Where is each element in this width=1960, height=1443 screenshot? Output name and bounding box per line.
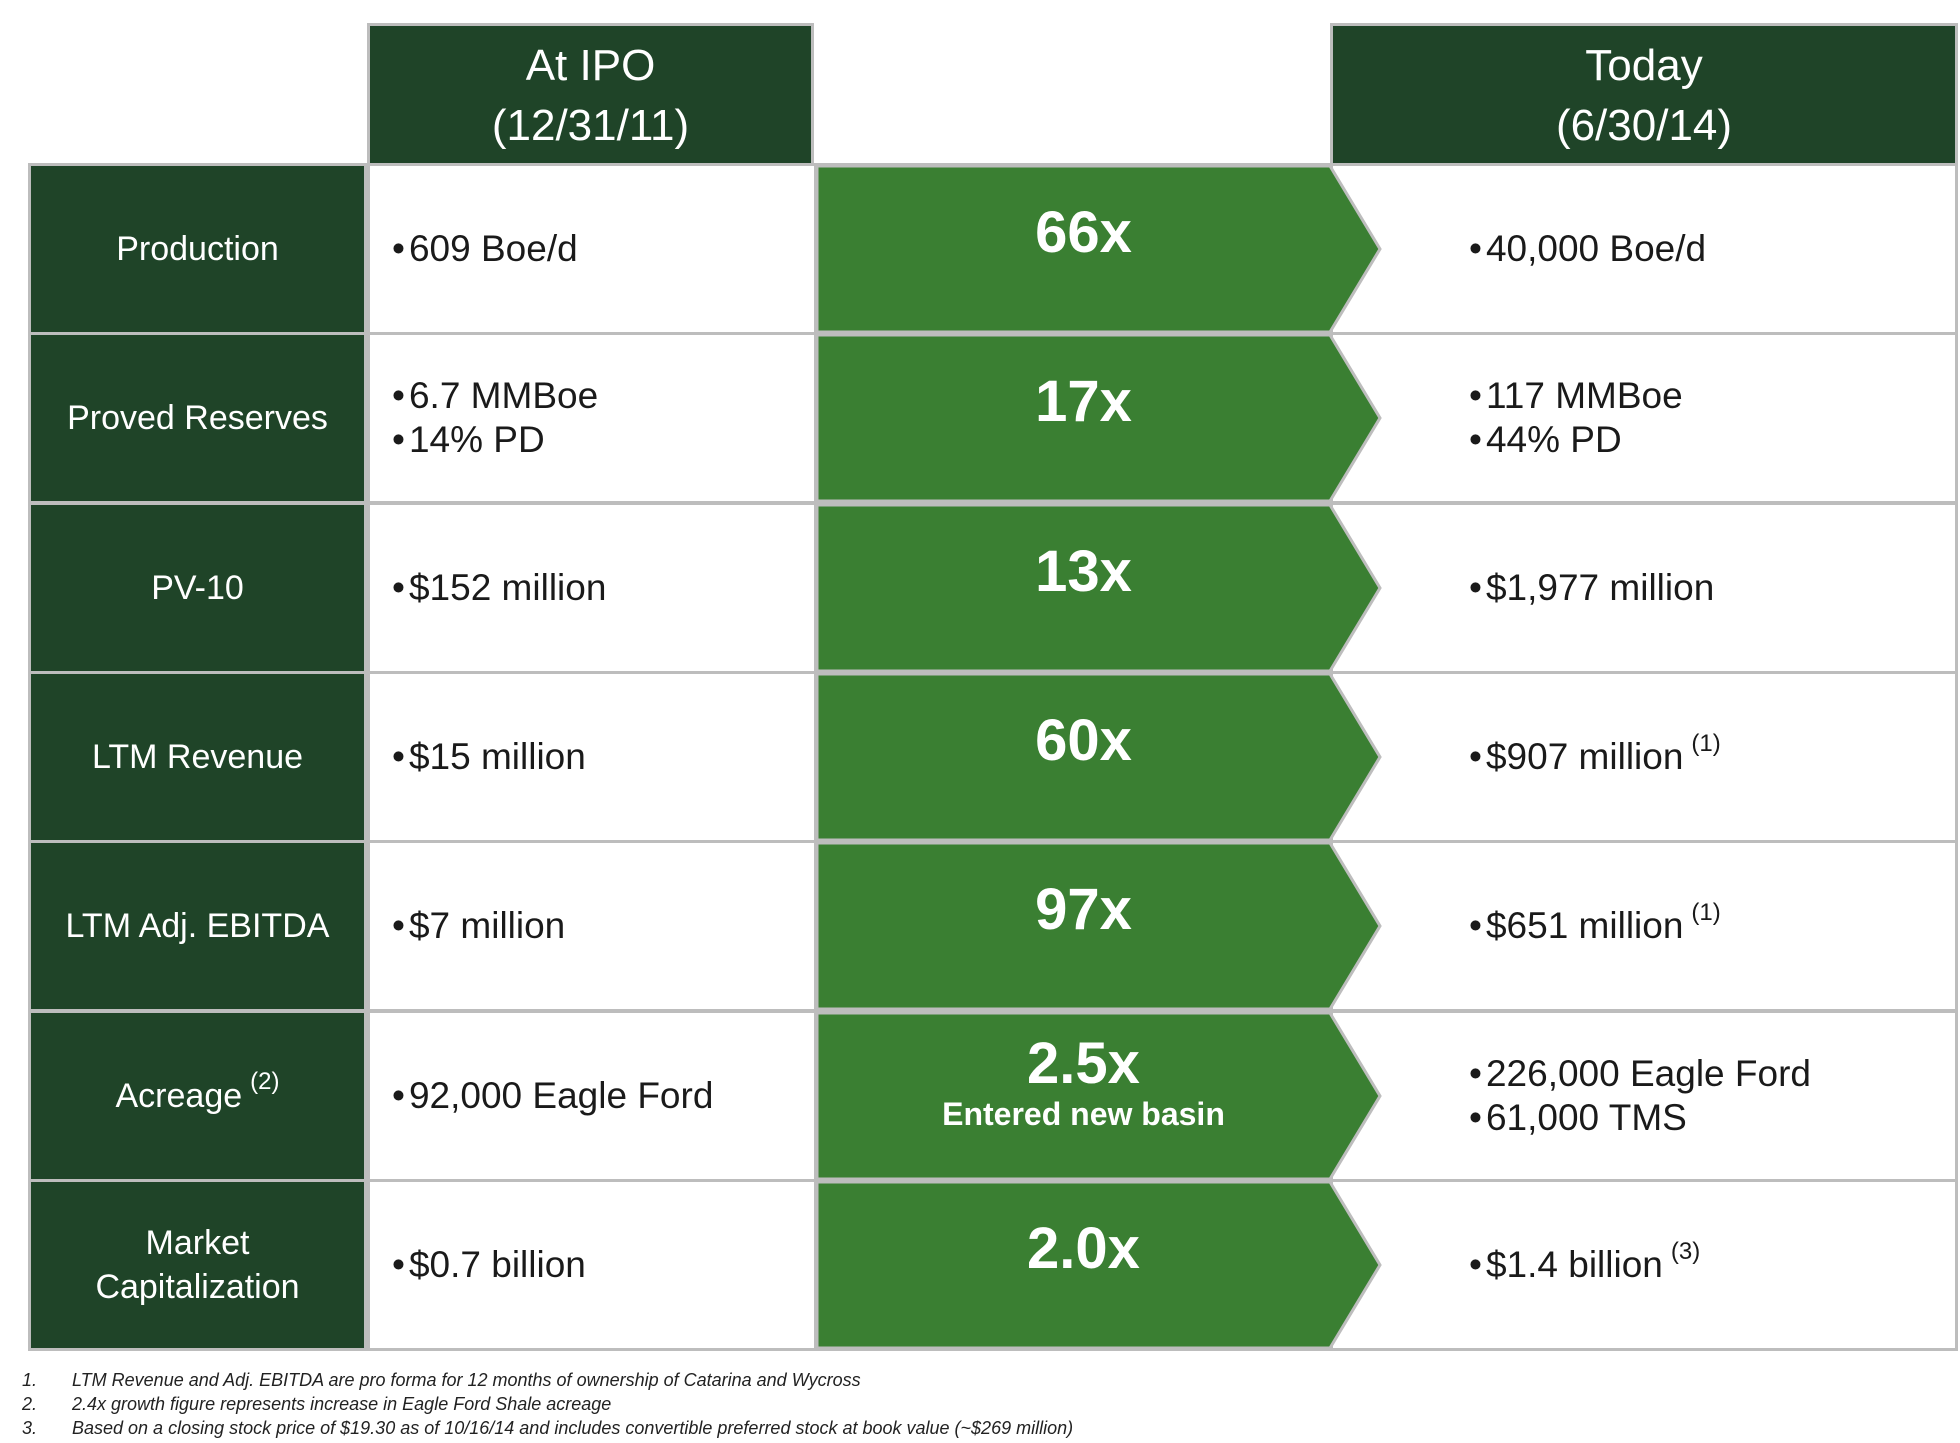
bullet-item: $651 million(1) — [1469, 901, 1955, 948]
growth-multiple: 2.0x — [1027, 1216, 1140, 1281]
bullet-item: 14% PD — [392, 418, 814, 462]
footnote: 2. 2.4x growth figure represents increase… — [22, 1394, 612, 1414]
bullet-item: 226,000 Eagle Ford — [1469, 1052, 1955, 1096]
row-label: LTM Adj. EBITDA — [31, 843, 364, 1009]
row-label: Acreage (2) — [31, 1013, 364, 1179]
footnote: 3. Based on a closing stock price of $19.… — [22, 1418, 1074, 1438]
row-today-value: $1.4 billion(3) — [1333, 1182, 1955, 1348]
row-label: PV-10 — [31, 505, 364, 671]
row-label: Production — [31, 166, 364, 332]
growth-arrow — [815, 672, 1382, 842]
bullet-item: 61,000 TMS — [1469, 1096, 1955, 1140]
row-at-ipo-value: 6.7 MMBoe14% PD — [370, 335, 814, 501]
row-today-value: 117 MMBoe44% PD — [1333, 335, 1955, 501]
header-today-title: Today — [1585, 40, 1703, 90]
growth-multiple: 66x — [1035, 200, 1132, 265]
growth-arrow — [815, 503, 1382, 673]
header-at-ipo: At IPO (12/31/11) — [367, 23, 814, 168]
growth-multiple: 13x — [1035, 539, 1132, 604]
growth-arrow — [815, 164, 1382, 334]
header-today-date: (6/30/14) — [1555, 100, 1733, 150]
row-at-ipo-value: $0.7 billion — [370, 1182, 814, 1348]
bullet-item: $907 million(1) — [1469, 732, 1955, 779]
growth-multiple: 17x — [1035, 369, 1132, 434]
growth-arrow — [815, 1011, 1382, 1181]
bullet-item: $1.4 billion(3) — [1469, 1240, 1955, 1287]
row-today-value: $1,977 million — [1333, 505, 1955, 671]
row-at-ipo-value: $7 million — [370, 843, 814, 1009]
bullet-item: 6.7 MMBoe — [392, 374, 814, 418]
bullet-item: $1,977 million — [1469, 566, 1955, 610]
row-label: LTM Revenue — [31, 674, 364, 840]
row-today-value: $651 million(1) — [1333, 843, 1955, 1009]
growth-arrow — [815, 333, 1382, 503]
row-today-value: 226,000 Eagle Ford61,000 TMS — [1333, 1013, 1955, 1179]
bullet-item: 609 Boe/d — [392, 227, 814, 271]
bullet-item: $15 million — [392, 735, 814, 779]
header-today: Today (6/30/14) — [1330, 23, 1958, 168]
footnotes: 1. LTM Revenue and Adj. EBITDA are pro fo… — [22, 1368, 1073, 1440]
bullet-item: 92,000 Eagle Ford — [392, 1074, 814, 1118]
growth-multiple: 97x — [1035, 877, 1132, 942]
bullet-item: 40,000 Boe/d — [1469, 227, 1955, 271]
row-at-ipo-value: 92,000 Eagle Ford — [370, 1013, 814, 1179]
header-at-ipo-title: At IPO — [525, 40, 656, 90]
growth-arrow — [815, 841, 1382, 1011]
growth-multiple: 60x — [1035, 708, 1132, 773]
bullet-item: $7 million — [392, 904, 814, 948]
row-today-value: $907 million(1) — [1333, 674, 1955, 840]
row-at-ipo-value: $152 million — [370, 505, 814, 671]
row-at-ipo-value: 609 Boe/d — [370, 166, 814, 332]
row-at-ipo-value: $15 million — [370, 674, 814, 840]
row-label: Proved Reserves — [31, 335, 364, 501]
growth-multiple: 2.5x Entered new basin — [942, 1031, 1225, 1133]
bullet-item: 44% PD — [1469, 418, 1955, 462]
bullet-item: 117 MMBoe — [1469, 374, 1955, 418]
row-label: Market Capitalization — [31, 1182, 364, 1348]
row-today-value: 40,000 Boe/d — [1333, 166, 1955, 332]
growth-arrow — [815, 1180, 1382, 1350]
footnote: 1. LTM Revenue and Adj. EBITDA are pro fo… — [22, 1370, 861, 1390]
header-at-ipo-date: (12/31/11) — [491, 100, 690, 150]
bullet-item: $152 million — [392, 566, 814, 610]
bullet-item: $0.7 billion — [392, 1243, 814, 1287]
